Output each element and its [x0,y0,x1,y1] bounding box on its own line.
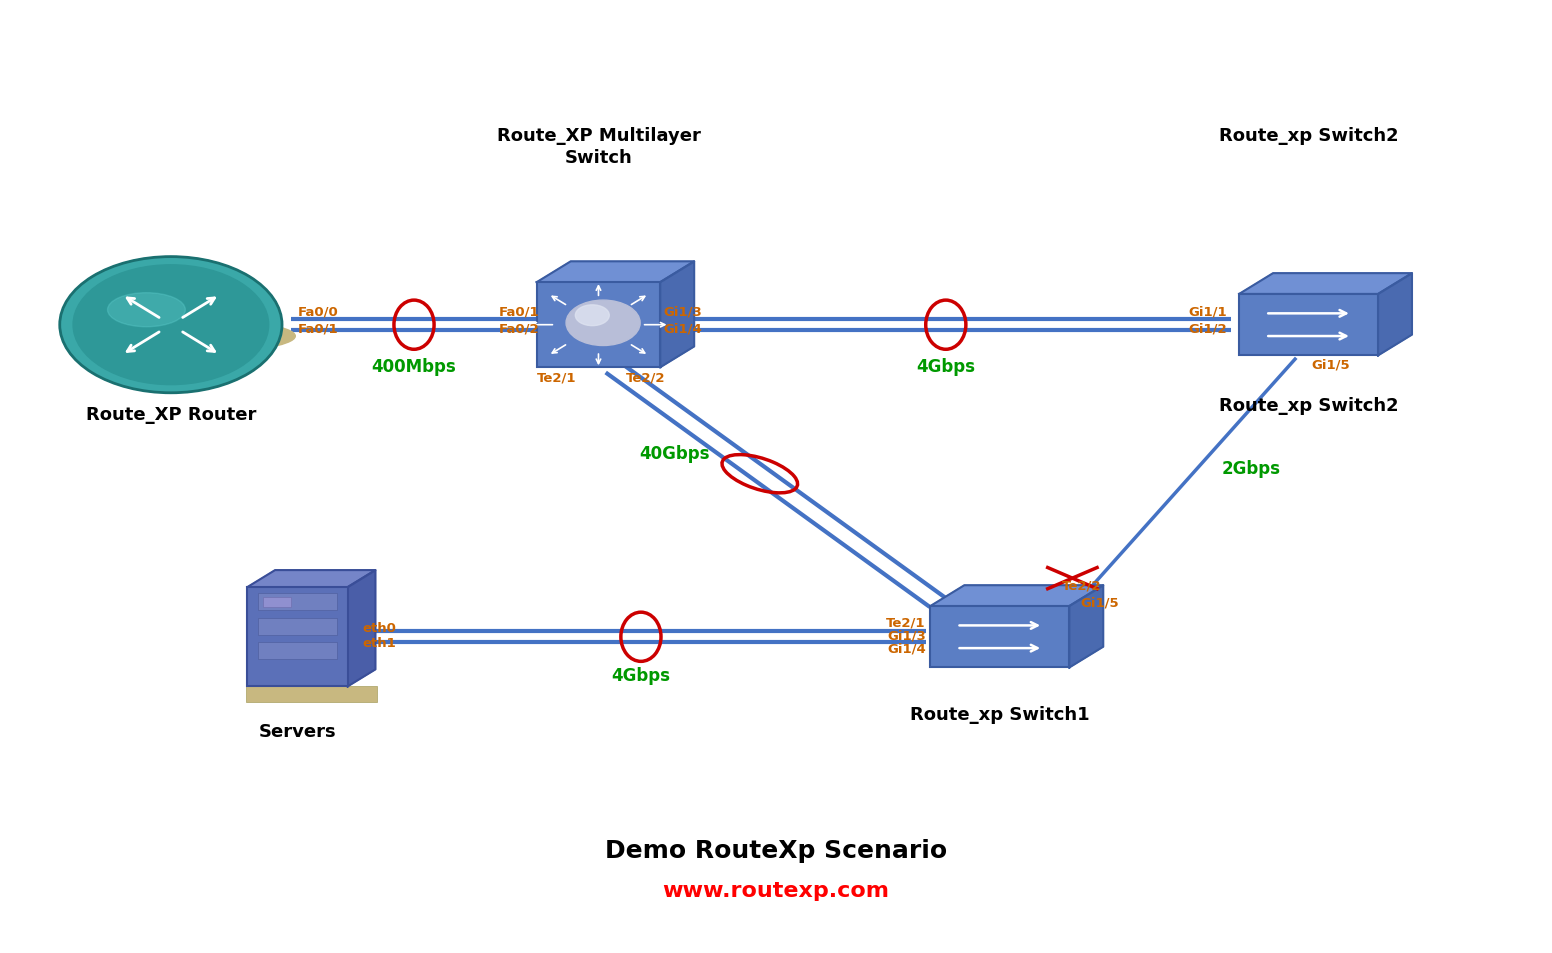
Text: 4Gbps: 4Gbps [611,666,670,684]
FancyBboxPatch shape [1238,294,1378,356]
FancyBboxPatch shape [245,687,377,701]
Text: Fa0/1: Fa0/1 [298,322,338,335]
Polygon shape [1378,274,1412,356]
FancyBboxPatch shape [258,642,337,659]
Text: Route_xp Switch2: Route_xp Switch2 [1218,127,1398,145]
Text: Servers: Servers [259,722,337,740]
Text: Demo RouteXp Scenario: Demo RouteXp Scenario [605,838,947,862]
Polygon shape [537,262,694,283]
Text: Gi1/1: Gi1/1 [1189,306,1226,318]
FancyBboxPatch shape [537,283,660,368]
Text: Gi1/2: Gi1/2 [1189,322,1226,335]
Polygon shape [1069,585,1103,668]
Text: Gi1/5: Gi1/5 [1080,596,1119,609]
Text: Te2/2: Te2/2 [1062,578,1100,592]
FancyBboxPatch shape [247,587,348,687]
Text: Route_XP Multilayer
Switch: Route_XP Multilayer Switch [497,127,700,167]
Ellipse shape [107,294,185,328]
Text: Gi1/3: Gi1/3 [888,629,925,641]
Text: Route_XP Router: Route_XP Router [85,406,256,424]
Text: 40Gbps: 40Gbps [639,444,709,462]
Polygon shape [660,262,694,368]
Text: Gi1/5: Gi1/5 [1311,358,1350,372]
Circle shape [566,301,639,346]
Circle shape [576,306,610,326]
Text: 400Mbps: 400Mbps [371,358,456,375]
Text: Te2/1: Te2/1 [537,371,577,384]
Text: eth1: eth1 [362,637,396,649]
Text: eth0: eth0 [362,621,396,634]
Polygon shape [1238,274,1412,294]
Text: Te2/1: Te2/1 [886,616,925,628]
Text: Gi1/3: Gi1/3 [663,306,702,318]
Text: Route_xp Switch1: Route_xp Switch1 [909,705,1090,723]
Text: www.routexp.com: www.routexp.com [663,881,889,901]
Text: Gi1/4: Gi1/4 [888,642,925,655]
Circle shape [73,266,268,385]
Polygon shape [348,571,376,687]
Text: Fa0/0: Fa0/0 [298,306,338,318]
Text: Fa0/1: Fa0/1 [500,306,540,318]
Text: Gi1/4: Gi1/4 [663,322,702,335]
Text: Te2/2: Te2/2 [627,371,666,384]
FancyBboxPatch shape [258,618,337,636]
Text: Fa0/2: Fa0/2 [500,322,540,335]
Text: 4Gbps: 4Gbps [916,358,975,375]
FancyBboxPatch shape [930,606,1069,668]
Text: 2Gbps: 2Gbps [1221,459,1280,477]
FancyBboxPatch shape [262,598,290,607]
Circle shape [59,257,282,394]
Polygon shape [247,571,376,587]
Ellipse shape [62,319,295,355]
FancyBboxPatch shape [258,594,337,611]
Text: Route_xp Switch2: Route_xp Switch2 [1218,396,1398,415]
Polygon shape [930,585,1103,606]
